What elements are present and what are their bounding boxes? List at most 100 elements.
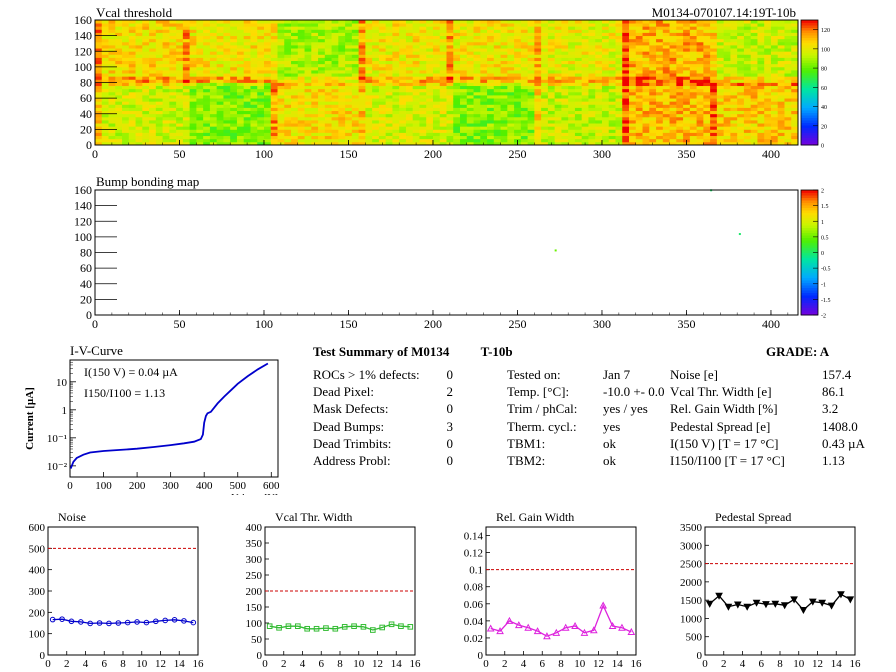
heatmap-cell [669, 107, 677, 112]
heatmap-cell [196, 79, 204, 83]
heatmap-cell [784, 116, 792, 121]
heatmap-cell [311, 107, 319, 112]
heatmap-cell [243, 85, 251, 90]
heatmap-cell [534, 116, 542, 121]
heatmap-cell [696, 138, 704, 143]
heatmap-cell [351, 98, 360, 102]
heatmap-cell [629, 91, 637, 96]
heatmap-cell [358, 110, 366, 115]
heatmap-cell [345, 88, 353, 93]
heatmap-cell [561, 123, 569, 127]
heatmap-cell [338, 26, 346, 30]
heatmap-cell [703, 123, 711, 127]
heatmap-cell [122, 54, 130, 58]
heatmap-cell [392, 51, 400, 55]
heatmap-cell [520, 104, 529, 108]
heatmap-cell [635, 82, 643, 87]
heatmap-cell [439, 110, 447, 115]
y-tick-label: 40 [80, 277, 92, 291]
heatmap-cell [230, 23, 238, 27]
heatmap-cell [324, 54, 332, 58]
colorbar-band [801, 210, 818, 213]
heatmap-cell [372, 113, 380, 118]
heatmap-cell [554, 116, 562, 121]
heatmap-cell [297, 88, 305, 93]
heatmap-cell [155, 85, 163, 90]
heatmap-cell [574, 45, 583, 49]
roc-y-tick-label: 0.06 [464, 599, 484, 611]
heatmap-cell [149, 120, 157, 124]
heatmap-cell [588, 20, 596, 24]
heatmap-cell [351, 73, 360, 77]
heatmap-cell [378, 63, 387, 68]
heatmap-cell [270, 60, 278, 65]
heatmap-cell [466, 45, 474, 49]
heatmap-cell [662, 23, 670, 27]
heatmap-cell [791, 135, 799, 140]
heatmap-cell [182, 82, 191, 87]
heatmap-cell [243, 29, 251, 33]
heatmap-cell [716, 113, 725, 118]
x-tick-label: 250 [508, 147, 526, 161]
heatmap-cell [710, 120, 718, 124]
heatmap-cell [723, 66, 731, 71]
heatmap-cell [568, 32, 576, 37]
summary-middle-row: Temp. [°C]: -10.0 +- 0.0 [507, 383, 669, 400]
heatmap-cell [182, 60, 191, 65]
heatmap-cell [710, 70, 718, 74]
heatmap-cell [574, 110, 583, 115]
heatmap-cell [683, 23, 691, 27]
heatmap-cell [608, 60, 616, 65]
heatmap-cell [169, 26, 177, 30]
heatmap-cell [574, 41, 583, 46]
heatmap-cell [568, 132, 576, 137]
heatmap-cell [297, 70, 305, 74]
heatmap-cell [574, 54, 583, 58]
heatmap-cell [169, 73, 177, 77]
heatmap-cell [622, 51, 630, 55]
heatmap-cell [770, 88, 779, 93]
heatmap-cell [176, 113, 184, 118]
y-tick-label: 120 [74, 214, 92, 228]
heatmap-cell [764, 126, 772, 130]
heatmap-cell [608, 76, 616, 80]
colorbar-band [801, 280, 818, 283]
heatmap-cell [257, 38, 265, 43]
heatmap-cell [351, 76, 360, 80]
heatmap-cell [236, 23, 245, 27]
heatmap-cell [432, 132, 441, 137]
heatmap-cell [135, 57, 143, 62]
heatmap-cell [365, 57, 373, 62]
heatmap-cell [608, 123, 616, 127]
heatmap-cell [338, 51, 346, 55]
heatmap-cell [122, 132, 130, 137]
heatmap-cell [182, 48, 191, 52]
heatmap-cell [392, 113, 400, 118]
heatmap-cell [149, 54, 157, 58]
heatmap-cell [297, 129, 305, 133]
heatmap-cell [514, 76, 522, 80]
heatmap-cell [432, 110, 441, 115]
heatmap-cell [473, 132, 481, 137]
heatmap-cell [149, 91, 157, 96]
heatmap-cell [723, 104, 731, 108]
heatmap-cell [203, 51, 211, 55]
heatmap-cell [318, 60, 326, 65]
heatmap-cell [223, 132, 231, 137]
heatmap-cell [676, 101, 684, 105]
colorbar-band [801, 77, 818, 81]
heatmap-cell [669, 138, 677, 143]
heatmap-cell [514, 135, 522, 140]
heatmap-cell [392, 79, 400, 83]
heatmap-cell [189, 45, 197, 49]
heatmap-cell [737, 88, 745, 93]
heatmap-cell [750, 23, 758, 27]
heatmap-cell [257, 63, 265, 68]
heatmap-cell [311, 85, 319, 90]
heatmap-cell [574, 104, 583, 108]
heatmap-cell [608, 66, 616, 71]
heatmap-cell [629, 138, 637, 143]
heatmap-cell [351, 54, 360, 58]
heatmap-cell [716, 38, 725, 43]
heatmap-cell [554, 51, 562, 55]
